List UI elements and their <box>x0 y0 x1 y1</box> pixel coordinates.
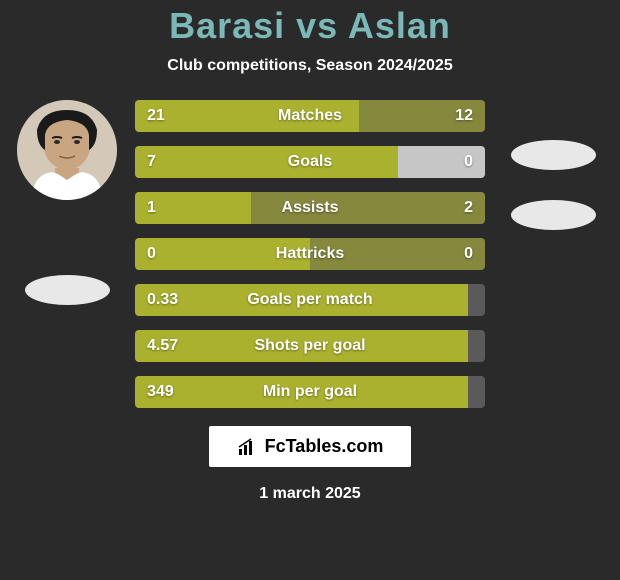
stat-row: 7 0 Goals <box>135 146 485 178</box>
stat-label: Matches <box>278 107 342 125</box>
stat-value-left: 349 <box>147 383 174 401</box>
stat-value-left: 0.33 <box>147 291 178 309</box>
stat-value-right: 0 <box>464 153 473 171</box>
club-badge-left <box>25 275 110 305</box>
stat-label: Min per goal <box>263 383 357 401</box>
main-area: 2112Matches70Goals12Assists00Hattricks0.… <box>0 100 620 408</box>
stat-label: Goals per match <box>247 291 372 309</box>
stat-label: Hattricks <box>276 245 344 263</box>
page-subtitle: Club competitions, Season 2024/2025 <box>167 57 452 75</box>
club-badge-right-1 <box>511 140 596 170</box>
stat-value-left: 4.57 <box>147 337 178 355</box>
player-left-column <box>17 100 117 408</box>
page-title: Barasi vs Aslan <box>169 5 451 47</box>
stat-row: 0 0 Hattricks <box>135 238 485 270</box>
stat-value-right: 12 <box>455 107 473 125</box>
club-badge-right-2 <box>511 200 596 230</box>
stat-value-left: 1 <box>147 199 156 217</box>
stat-label: Shots per goal <box>254 337 365 355</box>
avatar-icon <box>17 100 117 200</box>
bar-left-fill <box>135 146 398 178</box>
player-right-column <box>503 100 603 408</box>
stat-label: Assists <box>282 199 339 217</box>
stat-value-left: 0 <box>147 245 156 263</box>
stats-bars: 2112Matches70Goals12Assists00Hattricks0.… <box>135 100 485 408</box>
date-text: 1 march 2025 <box>259 485 360 503</box>
stat-value-left: 21 <box>147 107 165 125</box>
stat-row: 21 12 Matches <box>135 100 485 132</box>
brand-text: FcTables.com <box>265 436 384 457</box>
chart-icon <box>237 437 257 457</box>
stat-value-right: 0 <box>464 245 473 263</box>
stat-value-right: 2 <box>464 199 473 217</box>
stat-value-left: 7 <box>147 153 156 171</box>
stat-row: 349 Min per goal <box>135 376 485 408</box>
comparison-container: Barasi vs Aslan Club competitions, Seaso… <box>0 0 620 580</box>
brand-badge[interactable]: FcTables.com <box>209 426 412 467</box>
stat-row: 1 2 Assists <box>135 192 485 224</box>
player-left-avatar <box>17 100 117 200</box>
stat-row: 4.57 Shots per goal <box>135 330 485 362</box>
stat-label: Goals <box>288 153 332 171</box>
stat-row: 0.33 Goals per match <box>135 284 485 316</box>
